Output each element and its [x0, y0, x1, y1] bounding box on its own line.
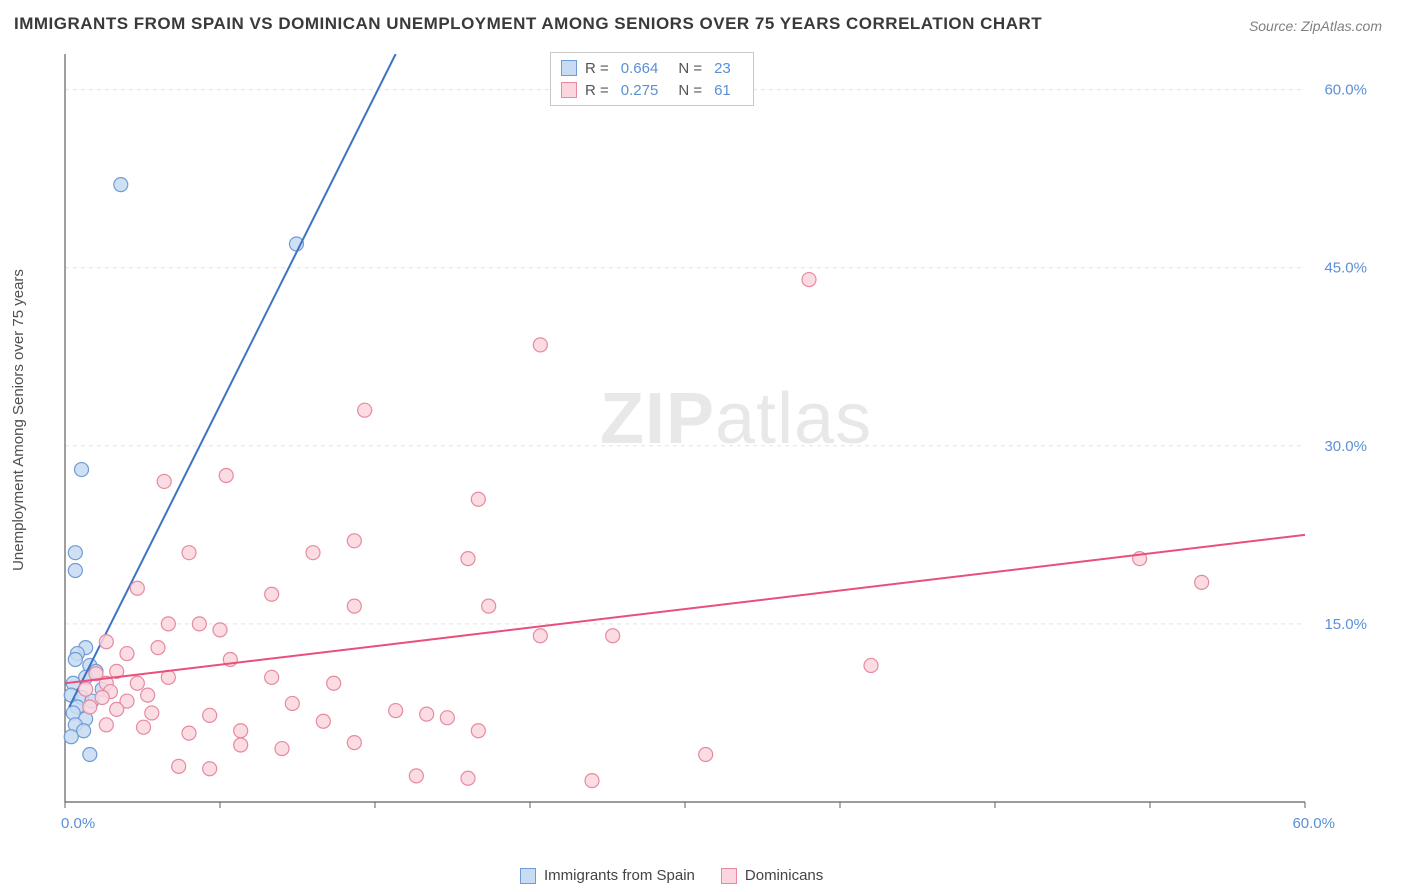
svg-text:60.0%: 60.0%	[1324, 82, 1367, 99]
legend-swatch-spain	[561, 60, 577, 76]
svg-text:60.0%: 60.0%	[1292, 815, 1335, 832]
y-axis-label: Unemployment Among Seniors over 75 years	[10, 269, 27, 571]
scatter-chart: 15.0% 30.0% 45.0% 60.0% 0.0% 60.0%	[55, 50, 1375, 842]
legend-r-value-spain: 0.664	[621, 60, 659, 77]
legend-r-label: R =	[585, 60, 609, 77]
legend-n-label: N =	[678, 60, 702, 77]
series-legend-spain: Immigrants from Spain	[520, 867, 695, 884]
series-label-dominicans: Dominicans	[745, 867, 823, 884]
legend-r-label: R =	[585, 82, 609, 99]
svg-text:0.0%: 0.0%	[61, 815, 95, 832]
series-label-spain: Immigrants from Spain	[544, 867, 695, 884]
series-legend: Immigrants from Spain Dominicans	[520, 867, 823, 884]
legend-swatch-dominicans	[561, 82, 577, 98]
source-attribution: Source: ZipAtlas.com	[1249, 18, 1382, 34]
correlation-legend: R = 0.664 N = 23 R = 0.275 N = 61	[550, 52, 754, 106]
svg-text:30.0%: 30.0%	[1324, 438, 1367, 455]
legend-n-value-dominicans: 61	[714, 82, 731, 99]
series-swatch-spain	[520, 868, 536, 884]
svg-text:15.0%: 15.0%	[1324, 616, 1367, 633]
chart-title: IMMIGRANTS FROM SPAIN VS DOMINICAN UNEMP…	[14, 14, 1042, 34]
svg-text:45.0%: 45.0%	[1324, 260, 1367, 277]
legend-row-spain: R = 0.664 N = 23	[561, 57, 743, 79]
legend-n-value-spain: 23	[714, 60, 731, 77]
legend-row-dominicans: R = 0.275 N = 61	[561, 79, 743, 101]
legend-r-value-dominicans: 0.275	[621, 82, 659, 99]
series-legend-dominicans: Dominicans	[721, 867, 823, 884]
legend-n-label: N =	[678, 82, 702, 99]
series-swatch-dominicans	[721, 868, 737, 884]
